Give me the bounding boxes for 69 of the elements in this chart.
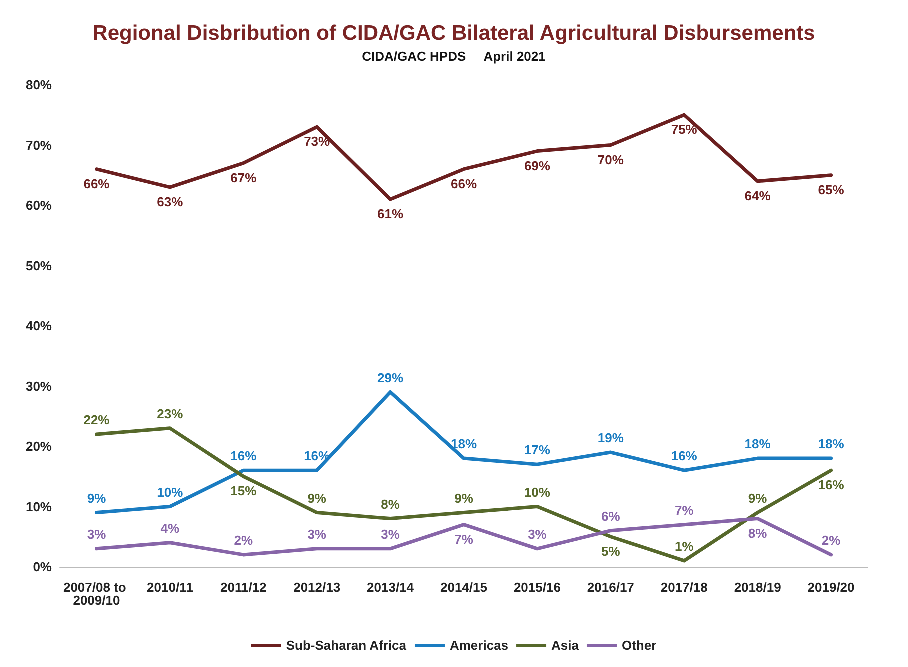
x-tick-label: 2017/18 — [660, 580, 708, 595]
data-label: 6% — [602, 508, 621, 524]
data-label: 16% — [671, 448, 698, 464]
x-tick-label: 2012/13 — [294, 580, 341, 595]
data-label: 9% — [748, 490, 768, 506]
x-tick-label: 2011/12 — [220, 580, 267, 595]
x-tick-label: 2010/11 — [147, 580, 194, 595]
data-label: 8% — [748, 526, 768, 541]
data-label: 10% — [157, 484, 184, 500]
x-tick-label: 2014/15 — [440, 580, 488, 595]
data-label: 3% — [308, 526, 327, 542]
data-label: 9% — [87, 490, 107, 506]
x-tick-label: 2019/20 — [808, 580, 855, 595]
y-tick-label: 50% — [26, 258, 52, 274]
data-label: 8% — [381, 496, 400, 512]
y-tick-label: 60% — [26, 198, 52, 213]
data-label: 4% — [160, 520, 180, 536]
y-tick-label: 40% — [26, 318, 52, 334]
data-label: 22% — [84, 412, 110, 428]
data-label: 75% — [671, 122, 698, 138]
data-label: 16% — [818, 478, 845, 493]
y-tick-label: 10% — [26, 499, 52, 514]
data-label: 18% — [818, 436, 845, 452]
legend-label: Other — [622, 638, 657, 653]
data-label: 9% — [308, 490, 327, 506]
data-label: 9% — [454, 490, 474, 506]
data-label: 63% — [157, 194, 184, 210]
data-label: 18% — [744, 436, 772, 452]
y-tick-label: 20% — [26, 439, 52, 454]
data-label: 73% — [304, 134, 331, 150]
data-label: 66% — [84, 176, 110, 192]
legend-label: Asia — [552, 638, 580, 653]
x-tick-label: 2016/17 — [587, 580, 634, 595]
data-label: 64% — [744, 188, 772, 204]
data-label: 1% — [674, 538, 694, 554]
x-tick-label: 2007/08 to 2009/10 — [63, 580, 130, 608]
data-label: 5% — [602, 544, 621, 559]
x-tick-label: 2013/14 — [367, 580, 415, 595]
data-label: 2% — [822, 532, 842, 548]
y-tick-label: 30% — [26, 378, 52, 394]
data-label: 7% — [674, 502, 694, 518]
data-label: 7% — [454, 532, 474, 547]
x-tick-label: 2015/16 — [514, 580, 561, 595]
data-label: 61% — [378, 206, 404, 222]
data-label: 3% — [528, 526, 548, 542]
data-label: 3% — [381, 526, 400, 542]
data-label: 23% — [157, 406, 184, 422]
data-label: 66% — [450, 176, 478, 192]
legend-label: Americas — [450, 638, 509, 653]
data-label: 65% — [818, 182, 845, 198]
data-label: 18% — [450, 436, 478, 452]
data-label: 29% — [378, 370, 404, 386]
chart-subtitle: CIDA/GAC HPDS April 2021 — [362, 49, 546, 64]
data-label: 69% — [524, 158, 551, 174]
legend-label: Sub-Saharan Africa — [286, 638, 408, 653]
y-tick-label: 0% — [33, 560, 52, 574]
x-tick-label: 2018/19 — [734, 580, 782, 595]
data-label: 15% — [230, 484, 258, 499]
data-label: 2% — [234, 532, 254, 548]
data-label: 19% — [598, 430, 624, 446]
y-tick-label: 70% — [26, 138, 52, 153]
data-label: 70% — [598, 152, 624, 168]
data-label: 10% — [524, 484, 551, 500]
y-tick-label: 80% — [26, 78, 52, 92]
data-label: 16% — [230, 448, 258, 464]
data-label: 3% — [87, 526, 107, 542]
data-label: 67% — [230, 170, 258, 186]
data-label: 17% — [524, 442, 551, 458]
chart-title: Regional Disbribution of CIDA/GAC Bilateral Agricultural Disbursements — [92, 22, 816, 45]
